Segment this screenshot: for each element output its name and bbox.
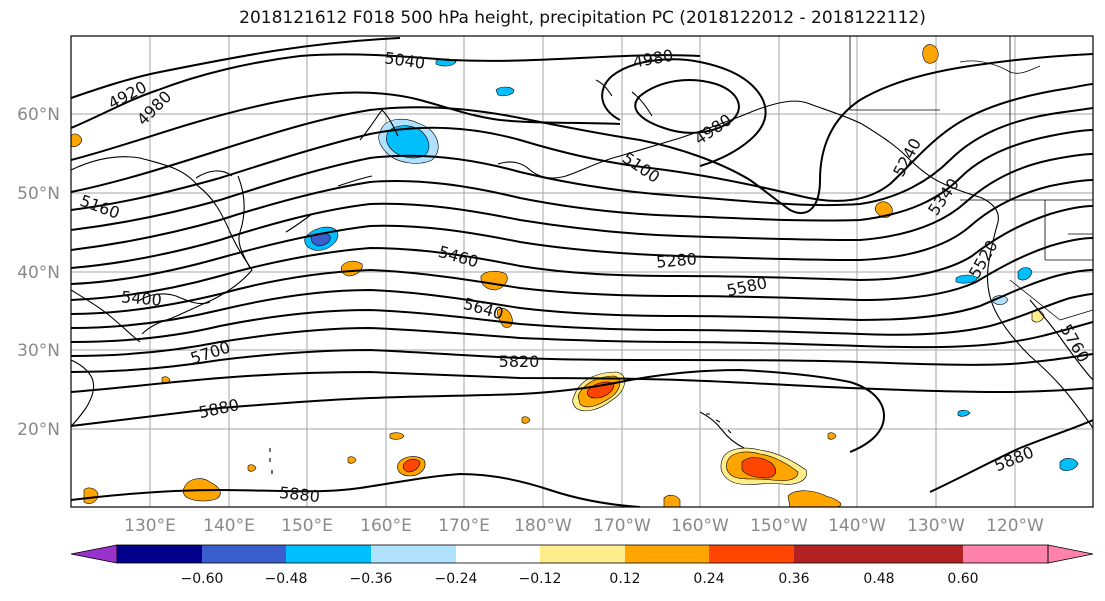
colorbar-segment [456, 545, 540, 563]
contour-label: 5520 [965, 237, 1002, 282]
contour-label: 4980 [691, 110, 735, 149]
map-frame [70, 35, 1094, 508]
lon-label: 160°W [671, 516, 729, 536]
colorbar-extend-low [70, 544, 118, 564]
contour-labels: 4920 4980 5040 4980 4980 5100 5160 5240 … [78, 46, 1093, 506]
contour-label: 5700 [188, 337, 233, 368]
lon-label: 130°E [124, 516, 176, 536]
contour-label: 5400 [120, 287, 162, 309]
longitude-labels: 130°E 140°E 150°E 160°E 170°E 180°W 170°… [124, 516, 1044, 536]
colorbar-segment [286, 545, 371, 563]
lat-label-50n: 50°N [17, 184, 60, 204]
colorbar-tick: −0.60 [181, 571, 224, 587]
colorbar-segment [117, 545, 202, 563]
lon-label: 130°W [907, 516, 965, 536]
colorbar-tick: −0.48 [265, 571, 308, 587]
colorbar-tick: −0.24 [435, 571, 478, 587]
lon-label: 150°W [750, 516, 808, 536]
lon-label: 180°W [514, 516, 572, 536]
lat-label-30n: 30°N [17, 341, 60, 361]
contour-label: 5280 [655, 249, 697, 271]
contour-label: 5880 [992, 442, 1037, 475]
lon-label: 140°E [203, 516, 255, 536]
lon-label: 150°E [281, 516, 333, 536]
contour-label: 5460 [436, 242, 480, 271]
lon-label: 170°E [438, 516, 490, 536]
lat-label-40n: 40°N [17, 263, 60, 283]
colorbar: −0.60 −0.48 −0.36 −0.24 −0.12 0.12 0.24 … [70, 544, 1094, 587]
colorbar-tick: 0.48 [863, 571, 894, 587]
colorbar-tick: 0.36 [778, 571, 809, 587]
contour-label: 4980 [631, 46, 674, 72]
contour-label: 5820 [499, 352, 540, 371]
political-borders [849, 36, 1093, 321]
colorbar-extend-high [1047, 544, 1094, 564]
contour-label: 5880 [197, 395, 241, 422]
latitude-labels: 60°N 50°N 40°N 30°N 20°N [17, 105, 60, 440]
colorbar-tick: −0.12 [519, 571, 562, 587]
lat-label-60n: 60°N [17, 105, 60, 125]
lat-label-20n: 20°N [17, 420, 60, 440]
colorbar-segment [371, 545, 456, 563]
gridlines [71, 36, 1093, 507]
colorbar-segment [709, 545, 794, 563]
colorbar-tick: 0.60 [947, 571, 978, 587]
colorbar-segment [202, 545, 286, 563]
contour-label: 5160 [78, 191, 123, 223]
lon-label: 120°W [986, 516, 1044, 536]
contour-label: 5880 [278, 483, 320, 506]
contour-label: 5040 [383, 48, 426, 72]
precip-positive-patches [71, 44, 1045, 507]
lon-label: 140°W [828, 516, 886, 536]
colorbar-segment [625, 545, 709, 563]
contour-label: 5100 [619, 148, 663, 187]
colorbar-segment [963, 545, 1048, 563]
map-title: 2018121612 F018 500 hPa height, precipit… [239, 8, 926, 28]
colorbar-ticks: −0.60 −0.48 −0.36 −0.24 −0.12 0.12 0.24 … [181, 571, 979, 587]
colorbar-outline [116, 544, 1049, 564]
colorbar-tick: 0.12 [609, 571, 640, 587]
colorbar-segment [794, 545, 879, 563]
lon-label: 160°E [360, 516, 412, 536]
height-contours [71, 37, 1093, 507]
lon-label: 170°W [593, 516, 651, 536]
colorbar-segment [540, 545, 625, 563]
contour-label: 5240 [889, 135, 925, 180]
colorbar-tick: 0.24 [693, 571, 724, 587]
colorbar-segment [879, 545, 963, 563]
colorbar-tick: −0.36 [350, 571, 393, 587]
